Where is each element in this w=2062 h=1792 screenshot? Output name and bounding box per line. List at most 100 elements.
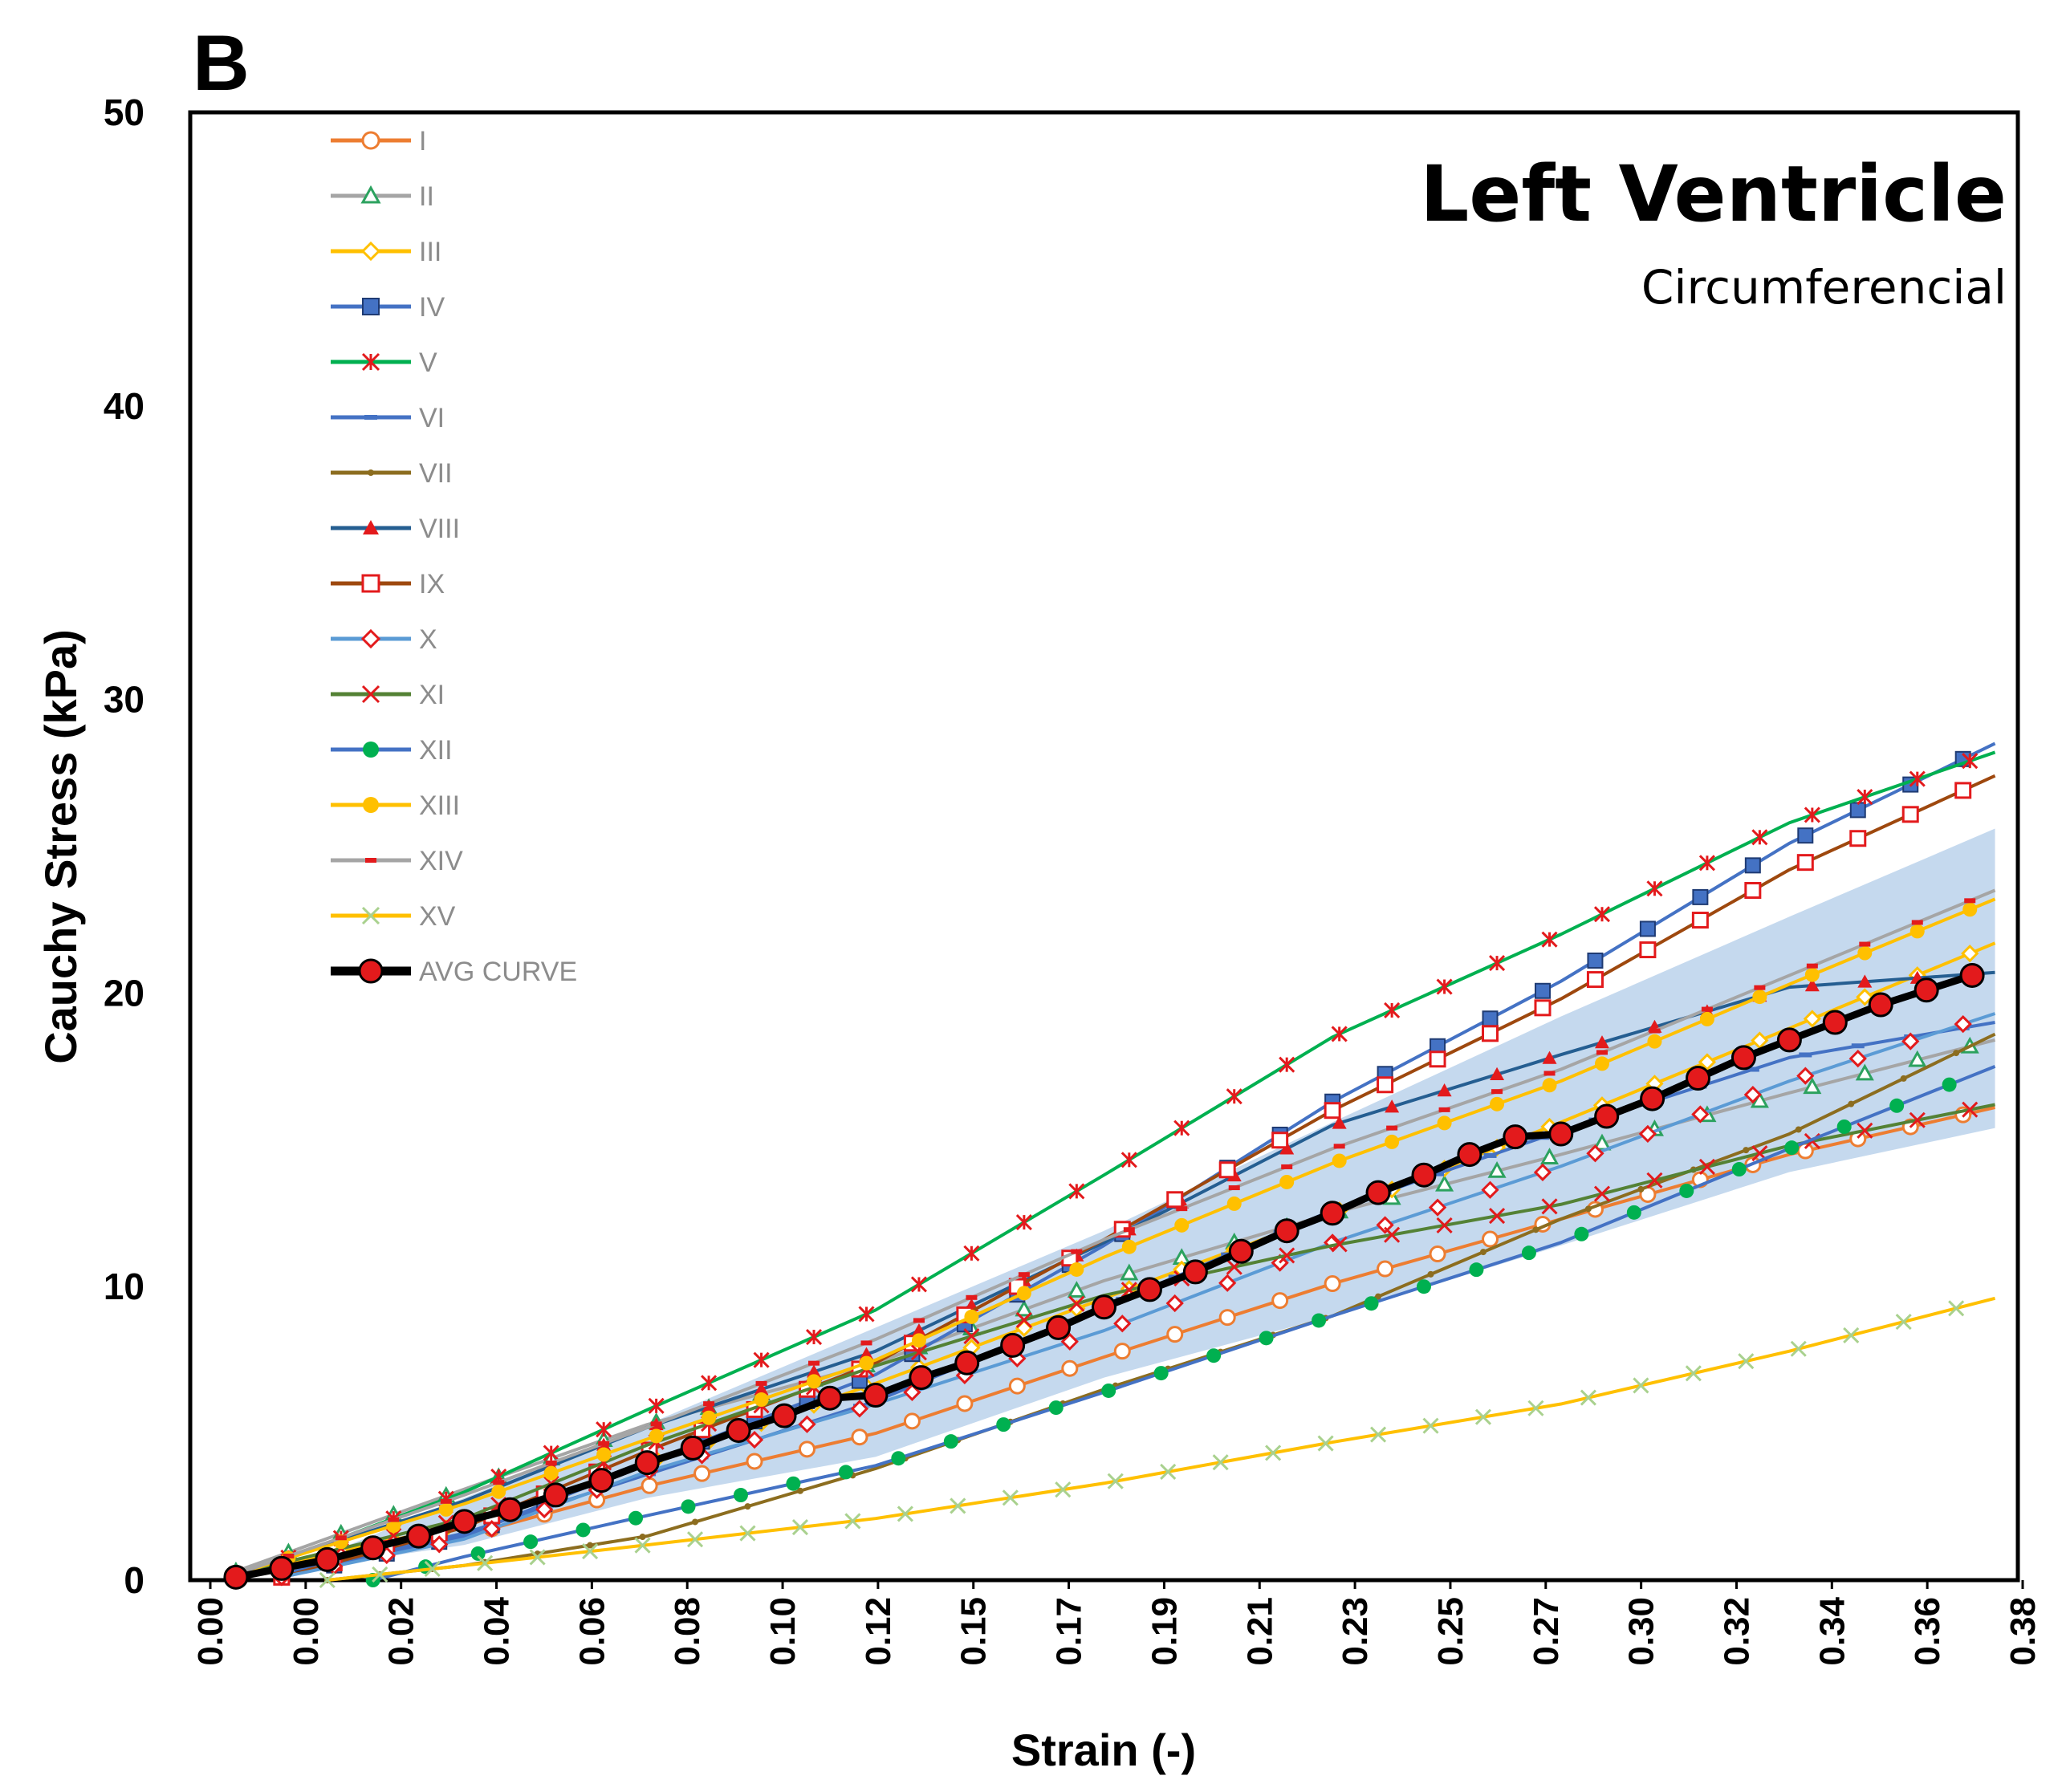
marker-dot <box>692 1518 699 1526</box>
marker-x <box>1002 1489 1019 1506</box>
marker-dot <box>1857 945 1873 961</box>
marker-dash <box>1701 1006 1713 1012</box>
marker-x <box>424 1560 441 1578</box>
legend-label: AVG CURVE <box>419 957 577 987</box>
marker-dot <box>491 1484 506 1499</box>
marker-dot <box>1411 1162 1437 1188</box>
marker-square <box>1744 857 1761 874</box>
series-layer <box>223 742 1996 1590</box>
marker-diamond <box>1796 1067 1815 1085</box>
marker-dash <box>545 1460 557 1465</box>
marker-x <box>791 1518 809 1536</box>
marker-dot <box>943 1434 958 1449</box>
marker-diamond <box>1743 1085 1762 1104</box>
marker-dot <box>269 1555 295 1581</box>
x-tick-label: 0.00 <box>191 1597 230 1666</box>
marker-square <box>361 574 380 593</box>
legend-label: II <box>419 181 434 212</box>
marker-square <box>1534 982 1551 999</box>
legend-label: III <box>419 237 441 267</box>
marker-diamond <box>482 1520 501 1538</box>
marker-dot <box>1679 1183 1694 1198</box>
marker-x <box>1474 1408 1492 1425</box>
marker-dot <box>1503 1124 1528 1150</box>
marker-dot <box>680 1435 706 1461</box>
marker-dot <box>639 1534 646 1541</box>
marker-circle <box>1482 1230 1499 1248</box>
marker-dot <box>1900 1075 1907 1082</box>
marker-dot <box>1101 1383 1116 1398</box>
marker-x <box>1962 1101 1979 1118</box>
x-tick-label: 0.00 <box>287 1597 326 1666</box>
x-tick-label: 0.30 <box>1622 1597 1661 1666</box>
marker-triangle <box>1539 1148 1560 1164</box>
marker-dot <box>523 1534 539 1550</box>
marker-dot <box>1637 1185 1645 1193</box>
marker-triangle <box>1803 1077 1822 1095</box>
marker-dash <box>598 1441 610 1446</box>
marker-square <box>1849 830 1867 847</box>
marker-triangle <box>1487 1160 1507 1178</box>
marker-dot <box>1548 1121 1574 1147</box>
marker-dot <box>807 1374 822 1389</box>
marker-circle <box>361 131 380 150</box>
legend-label: VI <box>419 403 445 433</box>
series-line <box>235 1038 1996 1573</box>
chart-subtitle: Circumferencial <box>1641 260 2007 315</box>
marker-dot <box>1909 924 1925 939</box>
marker-dot <box>1731 1045 1756 1071</box>
marker-dot <box>543 1482 568 1508</box>
marker-x <box>1369 1426 1387 1443</box>
marker-dash <box>1964 898 1976 904</box>
marker-diamond <box>1698 1053 1717 1071</box>
marker-dash <box>1071 1249 1083 1254</box>
marker-dot <box>452 1509 478 1534</box>
marker-dash <box>755 1380 767 1386</box>
marker-x <box>1488 1208 1506 1225</box>
marker-square <box>1796 854 1814 872</box>
marker-dot <box>1137 1277 1162 1302</box>
panel-label: B <box>193 18 250 107</box>
marker-dash <box>1491 1089 1503 1095</box>
marker-circle <box>1113 1343 1131 1360</box>
marker-x <box>1068 1295 1085 1312</box>
marker-diamond <box>1428 1198 1447 1217</box>
legend-label: VIII <box>419 514 460 544</box>
x-tick-label: 0.10 <box>763 1597 803 1666</box>
marker-dot <box>1437 1115 1452 1131</box>
marker-dot <box>1274 1218 1299 1244</box>
y-tick-label: 10 <box>104 1266 144 1307</box>
marker-dot <box>1521 1245 1536 1261</box>
marker-dot <box>543 1465 559 1481</box>
marker-x <box>897 1506 913 1522</box>
marker-square <box>1797 827 1814 844</box>
marker-triangle <box>1385 1099 1400 1113</box>
marker-square <box>1429 1050 1446 1068</box>
marker-square <box>1324 1102 1341 1119</box>
x-tick-label: 0.21 <box>1240 1597 1279 1666</box>
marker-triangle <box>702 1400 717 1413</box>
marker-dot <box>1479 1249 1487 1256</box>
series-line <box>235 888 1996 1576</box>
marker-diamond <box>1481 1180 1499 1199</box>
marker-dot <box>1532 1226 1539 1233</box>
legend-label: XV <box>419 901 456 932</box>
marker-x <box>361 685 380 704</box>
series-line <box>281 1012 1996 1579</box>
marker-x <box>1751 1145 1768 1162</box>
marker-x <box>1015 1311 1032 1328</box>
chart-title: Left Ventricle <box>1420 149 2007 239</box>
marker-x <box>950 1497 966 1514</box>
marker-x <box>1738 1353 1755 1370</box>
legend-item: VII <box>331 458 453 489</box>
marker-triangle <box>1592 1133 1612 1151</box>
marker-dash <box>1431 1171 1445 1176</box>
x-tick-label: 0.19 <box>1145 1597 1184 1666</box>
legend-item: IV <box>331 292 445 323</box>
marker-dot <box>1206 1348 1222 1363</box>
marker-dot <box>681 1499 696 1514</box>
marker-dot <box>315 1546 340 1572</box>
marker-square <box>1586 971 1604 989</box>
marker-square <box>1849 802 1866 819</box>
marker-square <box>1954 782 1972 799</box>
